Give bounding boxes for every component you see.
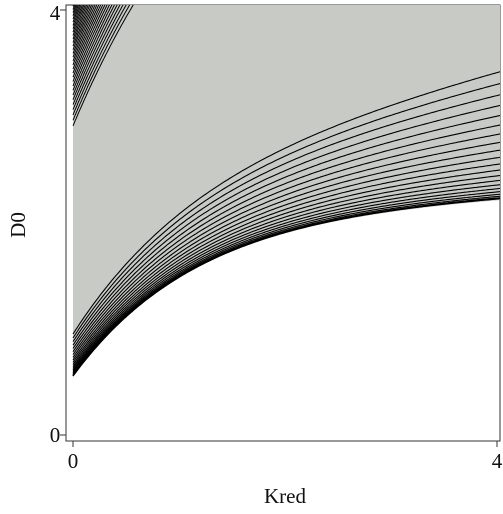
contour-line-33 xyxy=(72,5,124,110)
contour-line-11 xyxy=(72,5,81,23)
contour-line-15 xyxy=(72,5,86,36)
contour-line-13 xyxy=(72,5,83,29)
boundary-band-line-7 xyxy=(72,184,500,372)
y-tick-label-0: 0 xyxy=(50,423,61,447)
boundary-band-line-5 xyxy=(72,191,500,375)
boundary-band-line-3 xyxy=(72,195,500,376)
contour-line-31 xyxy=(72,5,118,100)
x-axis-label: Kred xyxy=(264,484,306,508)
boundary-band-line-4 xyxy=(72,193,500,375)
valid-region xyxy=(73,5,500,377)
boundary-band-line-13 xyxy=(72,149,500,361)
boundary-band-line-12 xyxy=(72,156,500,363)
boundary-band-line-9 xyxy=(72,174,500,369)
contour-line-36 xyxy=(72,5,134,127)
boundary-band-line-14 xyxy=(72,141,500,358)
boundary-band-line-8 xyxy=(72,179,500,371)
contour-line-24 xyxy=(72,5,102,70)
contour-line-10 xyxy=(72,5,79,20)
x-tick-label-0: 0 xyxy=(68,449,79,473)
contour-line-30 xyxy=(72,5,115,96)
contour-line-34 xyxy=(72,5,127,116)
boundary-band-line-10 xyxy=(72,169,500,367)
contour-line-5 xyxy=(73,0,79,3)
contour-line-16 xyxy=(72,5,88,40)
contour-line-12 xyxy=(72,5,82,26)
boundary-band-line-15 xyxy=(72,133,500,355)
contour-line-29 xyxy=(72,5,113,91)
contour-line-28 xyxy=(72,5,110,87)
contour-line-8 xyxy=(72,5,77,13)
boundary-band-line-17 xyxy=(72,114,500,349)
contour-line-9 xyxy=(72,5,78,16)
contour-line-27 xyxy=(72,5,108,82)
contour-line-18 xyxy=(72,5,91,47)
boundary-band-line-6 xyxy=(72,187,500,374)
contour-line-25 xyxy=(72,5,104,74)
boundary-band-line-11 xyxy=(72,163,500,365)
boundary-band-line-21 xyxy=(72,71,500,335)
contour-line-20 xyxy=(72,5,94,54)
contour-line-35 xyxy=(72,5,131,121)
y-axis-label: D0 xyxy=(6,212,30,238)
axis-ticks xyxy=(60,9,498,447)
contour-line-17 xyxy=(72,5,89,43)
contour-line-7 xyxy=(72,5,76,10)
contour-line-19 xyxy=(72,5,93,50)
contour-line-6 xyxy=(72,5,75,7)
boundary-band-line-18 xyxy=(72,104,500,346)
contour-line-26 xyxy=(72,5,106,78)
x-tick-label-4: 4 xyxy=(492,449,503,473)
y-tick-label-4: 4 xyxy=(50,1,61,25)
contour-line-21 xyxy=(72,5,96,58)
contour-line-22 xyxy=(72,5,98,62)
contour-line-23 xyxy=(72,5,100,66)
contour-line-14 xyxy=(72,5,85,33)
boundary-band-line-20 xyxy=(72,83,500,339)
boundary-band-line-16 xyxy=(72,124,500,353)
boundary-band-line-19 xyxy=(72,94,500,342)
contour-line-32 xyxy=(72,5,121,105)
contour-lines xyxy=(72,0,500,377)
